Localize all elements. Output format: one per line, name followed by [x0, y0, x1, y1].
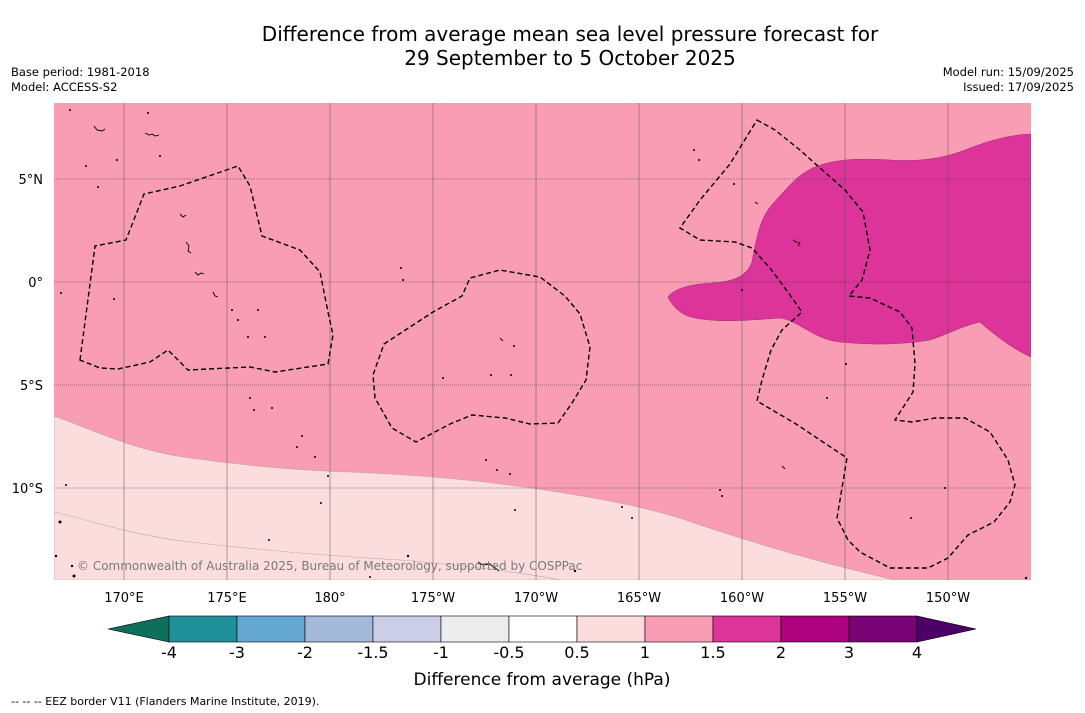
- title-line-2: 29 September to 5 October 2025: [404, 46, 736, 70]
- colorbar-segment: [304, 615, 374, 643]
- colorbar-segment: [236, 615, 306, 643]
- colorbar-segment: [372, 615, 442, 643]
- colorbar-segment: [848, 615, 918, 643]
- colorbar-tick-label: -1.5: [357, 643, 388, 662]
- lon-label-175e: 175°E: [207, 591, 247, 606]
- colorbar-tick-label: 3: [844, 643, 854, 662]
- colorbar-arrow-low: [107, 615, 170, 643]
- colorbar-segment: [168, 615, 238, 643]
- lon-label-175w: 175°W: [411, 591, 455, 606]
- eez-tuvalu: [79, 165, 334, 373]
- colorbar-title: Difference from average (hPa): [414, 670, 671, 690]
- colorbar-tick-label: -0.5: [493, 643, 524, 662]
- colorbar-segment: [508, 615, 578, 643]
- model-run-label: Model run: 15/09/2025: [942, 65, 1074, 79]
- colorbar-tick-label: -1: [433, 643, 449, 662]
- chart-title: Difference from average mean sea level p…: [0, 22, 1085, 70]
- colorbar-tick-label: -2: [297, 643, 313, 662]
- lat-label-0: 0°: [28, 276, 43, 291]
- graticule-lat: [54, 178, 1031, 489]
- base-period-label: Base period: 1981-2018: [11, 65, 150, 79]
- colorbar-segment: [780, 615, 850, 643]
- eez-borders: [79, 119, 1016, 569]
- meta-left: Base period: 1981-2018 Model: ACCESS-S2: [11, 65, 150, 95]
- lat-label-5s: 5°S: [20, 379, 43, 394]
- copyright-notice: © Commonwealth of Australia 2025, Bureau…: [77, 559, 582, 573]
- lon-label-170e: 170°E: [104, 591, 144, 606]
- fill-0-5-to-1-inner-edge: [54, 511, 561, 580]
- graticule: [123, 103, 949, 580]
- meta-right: Model run: 15/09/2025 Issued: 17/09/2025: [943, 65, 1074, 95]
- lon-label-170w: 170°W: [514, 591, 558, 606]
- fill-0-5-to-1: [54, 415, 896, 580]
- colorbar-segment: [440, 615, 510, 643]
- colorbar-segment: [576, 615, 646, 643]
- fill-1-5-to-2: [667, 133, 1031, 358]
- lon-label-165w: 165°W: [617, 591, 661, 606]
- lat-label-10s: 10°S: [12, 482, 43, 497]
- title-line-1: Difference from average mean sea level p…: [261, 22, 879, 46]
- colorbar-tick-label: 2: [776, 643, 786, 662]
- lon-label-180: 180°: [314, 591, 345, 606]
- lat-axis-labels: 5°N 0° 5°S 10°S: [12, 173, 43, 497]
- lon-label-150w: 150°W: [926, 591, 970, 606]
- colorbar-tick-label: -4: [161, 643, 177, 662]
- lat-label-5n: 5°N: [19, 173, 44, 188]
- lon-label-155w: 155°W: [823, 591, 867, 606]
- colorbar-tick-label: 1: [640, 643, 650, 662]
- islands: [93, 125, 801, 572]
- colorbar-tick-label: 4: [912, 643, 922, 662]
- colorbar: -4 -3 -2 -1.5 -1 -0.5 0.5 1 1.5 2 3 4: [107, 615, 977, 662]
- eez-line-islands: [678, 119, 1016, 569]
- map-area: © Commonwealth of Australia 2025, Bureau…: [54, 103, 1031, 580]
- colorbar-segment: [712, 615, 782, 643]
- model-label: Model: ACCESS-S2: [11, 80, 118, 94]
- islets: [54, 109, 1028, 580]
- colorbar-tick-label: 0.5: [564, 643, 589, 662]
- colorbar-tick-label: -3: [229, 643, 245, 662]
- colorbar-arrow-high: [916, 615, 977, 643]
- eez-footnote: -- -- -- EEZ border V11 (Flanders Marine…: [11, 695, 320, 708]
- issued-label: Issued: 17/09/2025: [963, 80, 1074, 94]
- lon-label-160w: 160°W: [720, 591, 764, 606]
- lon-axis-labels: 170°E 175°E 180° 175°W 170°W 165°W 160°W…: [104, 591, 970, 606]
- colorbar-tick-label: 1.5: [700, 643, 725, 662]
- eez-phoenix: [372, 269, 591, 443]
- colorbar-segment: [644, 615, 714, 643]
